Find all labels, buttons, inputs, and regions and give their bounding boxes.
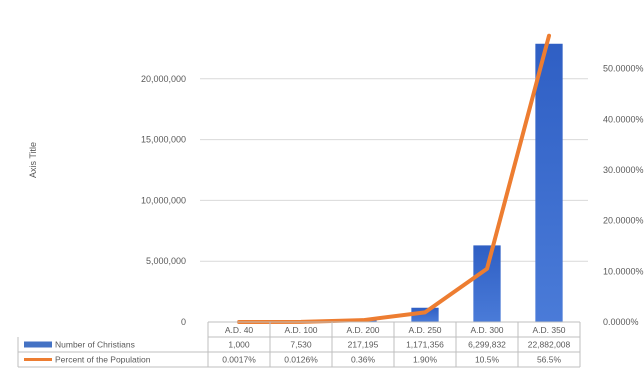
y-axis-title: Axis Title xyxy=(28,142,38,178)
y2-tick-label: 30.0000% xyxy=(603,165,644,175)
table-cell: 1.90% xyxy=(413,355,438,365)
y-tick-label: 10,000,000 xyxy=(141,195,186,205)
table-cell: 0.0126% xyxy=(284,355,318,365)
table-cell: 6,299,832 xyxy=(468,340,506,350)
line-point xyxy=(547,34,551,38)
y2-tick-label: 10.0000% xyxy=(603,266,644,276)
y-tick-label: 15,000,000 xyxy=(141,135,186,145)
line-point xyxy=(423,310,427,314)
bar xyxy=(473,245,501,322)
y2-tick-label: 50.0000% xyxy=(603,64,644,74)
y2-tick-label: 40.0000% xyxy=(603,114,644,124)
category-label: A.D. 300 xyxy=(470,325,503,335)
category-label: A.D. 200 xyxy=(346,325,379,335)
table-cell: 1,171,356 xyxy=(406,340,444,350)
table-cell: 0.36% xyxy=(351,355,376,365)
y2-tick-label: 0.0000% xyxy=(603,317,639,327)
table-cell: 7,530 xyxy=(290,340,312,350)
category-label: A.D. 250 xyxy=(408,325,441,335)
category-label: A.D. 40 xyxy=(225,325,254,335)
line-series xyxy=(237,33,551,324)
line-point xyxy=(361,318,365,322)
category-label: A.D. 350 xyxy=(532,325,565,335)
y-tick-label: 0 xyxy=(181,317,186,327)
y-tick-label: 20,000,000 xyxy=(141,74,186,84)
table-cell: 1,000 xyxy=(228,340,250,350)
category-label: A.D. 100 xyxy=(284,325,317,335)
table-cell: 0.0017% xyxy=(222,355,256,365)
series-name: Percent of the Population xyxy=(55,355,151,365)
y-axis-left: 0 5,000,000 10,000,000 15,000,000 20,000,000 xyxy=(141,74,186,327)
gridlines xyxy=(200,78,588,262)
line-point xyxy=(485,267,489,271)
table-cell: 10.5% xyxy=(475,355,500,365)
y-axis-right: 0.0000% 10.0000% 20.0000% 30.0000% 40.0000% 5… xyxy=(603,64,644,327)
table-cell: 217,195 xyxy=(348,340,379,350)
bar-series xyxy=(225,43,563,322)
series-name: Number of Christians xyxy=(55,340,135,350)
legend-key-bar xyxy=(24,341,52,348)
data-table: A.D. 40 A.D. 100 A.D. 200 A.D. 250 A.D. 300 A… xyxy=(17,321,581,368)
table-cell: 56.5% xyxy=(537,355,562,365)
y2-tick-label: 20.0000% xyxy=(603,216,644,226)
bar xyxy=(535,43,563,322)
y-tick-label: 5,000,000 xyxy=(146,256,186,266)
table-cell: 22,882,008 xyxy=(528,340,571,350)
